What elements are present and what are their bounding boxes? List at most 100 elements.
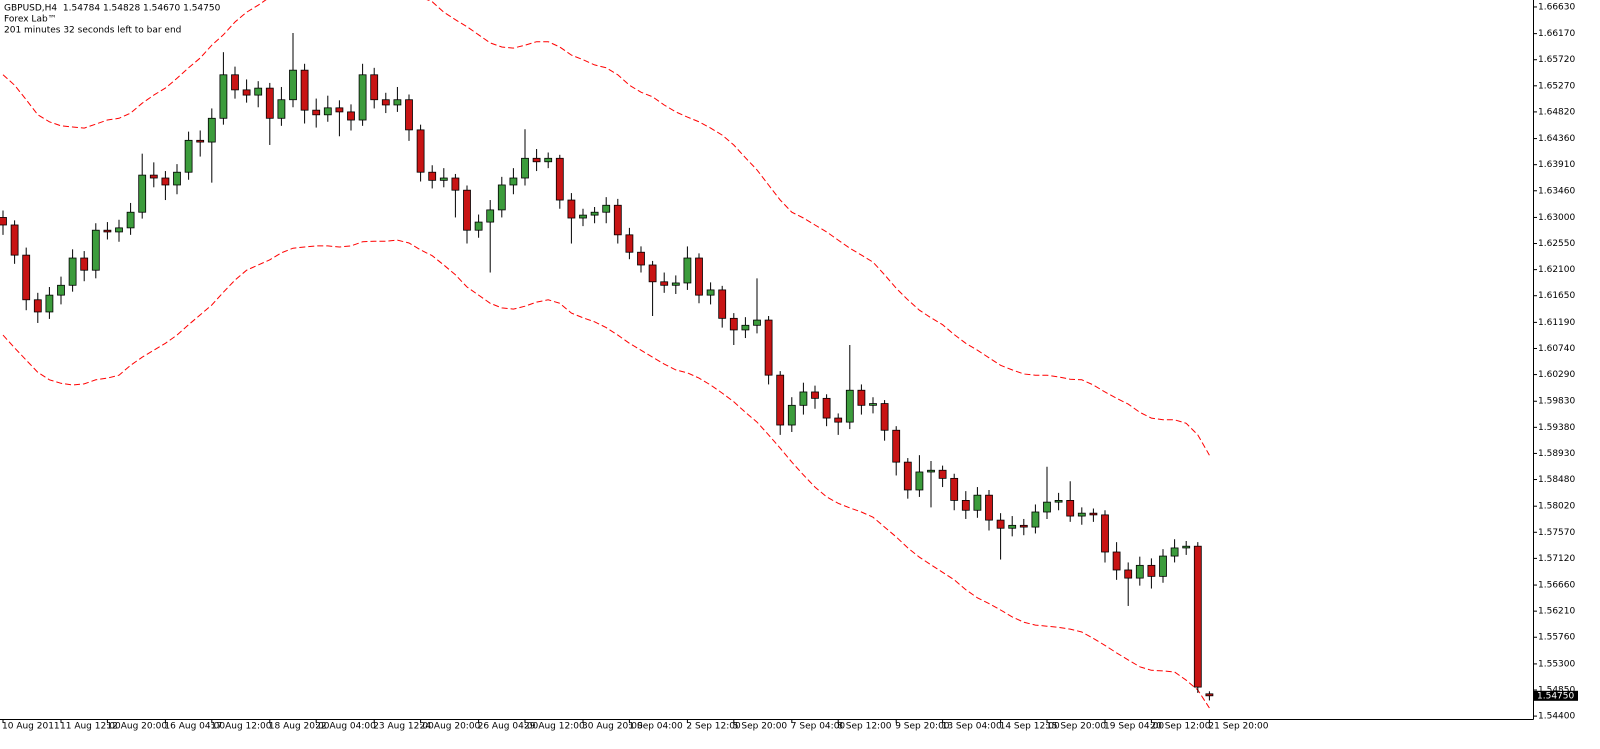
candle-body xyxy=(486,209,495,223)
candle-body xyxy=(196,139,205,143)
x-tick-label: 5 Sep 20:00 xyxy=(733,722,788,732)
y-tick-label: 1.59830 xyxy=(1538,397,1575,407)
candle-body xyxy=(103,229,112,233)
candle-body xyxy=(1147,564,1156,577)
x-tick-label: 24 Aug 20:00 xyxy=(420,722,481,732)
candle-body xyxy=(45,294,54,313)
y-tick-label: 1.57570 xyxy=(1538,528,1575,538)
candle-body xyxy=(706,289,715,296)
candle-body xyxy=(625,234,634,253)
y-tick-label: 1.56210 xyxy=(1538,607,1575,617)
candle-body xyxy=(439,177,448,181)
candle-body xyxy=(173,171,181,186)
candle-body xyxy=(207,117,216,143)
candle-body xyxy=(938,469,947,479)
y-tick-label: 1.62550 xyxy=(1538,239,1575,249)
x-tick-label: 18 Aug 20:00 xyxy=(269,722,330,732)
x-tick-label: 15 Sep 20:00 xyxy=(1046,722,1106,732)
candle-body xyxy=(637,251,645,266)
candle-body xyxy=(277,99,286,119)
candle-body xyxy=(1205,693,1214,697)
y-tick-label: 1.63460 xyxy=(1538,186,1575,196)
candle-body xyxy=(985,494,993,521)
candle-body xyxy=(811,391,819,399)
y-tick-label: 1.61190 xyxy=(1538,318,1575,328)
y-tick-label: 1.60740 xyxy=(1538,344,1575,354)
y-tick-label: 1.55300 xyxy=(1538,659,1575,669)
x-tick-label: 26 Aug 04:00 xyxy=(478,722,539,732)
candle-body xyxy=(799,391,808,406)
y-tick-label: 1.64820 xyxy=(1538,107,1575,117)
candle-body xyxy=(370,74,379,101)
y-tick-label: 1.54400 xyxy=(1538,712,1575,722)
y-tick-label: 1.54850 xyxy=(1538,686,1575,696)
candle-body xyxy=(126,211,135,229)
candle-body xyxy=(138,174,147,213)
candle-body xyxy=(776,374,785,426)
candle-body xyxy=(1089,512,1098,516)
candle-body xyxy=(1019,524,1028,528)
x-tick-label: 1 Sep 04:00 xyxy=(628,722,683,732)
candle-body xyxy=(265,87,274,119)
y-tick-label: 1.56660 xyxy=(1538,581,1575,591)
candle-body xyxy=(950,477,959,501)
candle-body xyxy=(184,139,193,173)
candle-body xyxy=(579,214,587,219)
y-tick-label: 1.64360 xyxy=(1538,134,1575,144)
candle-body xyxy=(544,157,553,163)
candle-body xyxy=(300,69,309,111)
x-tick-label: 23 Aug 12:00 xyxy=(373,722,434,732)
candle-body xyxy=(10,224,19,256)
candle-body xyxy=(219,74,228,119)
x-tick-label: 16 Aug 04:00 xyxy=(164,722,225,732)
candle-body xyxy=(834,417,843,423)
candle-body xyxy=(231,74,239,91)
candle-body xyxy=(532,157,541,163)
candle-body xyxy=(242,89,251,96)
candle-body xyxy=(1112,551,1121,571)
x-tick-label: 17 Aug 12:00 xyxy=(211,722,272,732)
candle-body xyxy=(718,289,727,319)
candle-body xyxy=(1077,512,1086,517)
symbol-info: GBPUSD,H4 1.54784 1.54828 1.54670 1.5475… xyxy=(4,4,221,14)
candle-body xyxy=(729,317,738,331)
candle-body xyxy=(22,254,31,301)
x-tick-label: 14 Sep 12:00 xyxy=(1000,722,1060,732)
indicator-name: Forex Lab™ xyxy=(4,15,57,25)
y-tick-label: 1.58480 xyxy=(1538,475,1575,485)
y-tick-label: 1.58930 xyxy=(1538,449,1575,459)
candle-body xyxy=(381,99,390,106)
candle-body xyxy=(161,177,170,186)
candle-body xyxy=(903,461,912,491)
x-tick-label: 8 Sep 12:00 xyxy=(837,722,892,732)
candle-body xyxy=(428,171,437,181)
candle-body xyxy=(312,109,321,116)
candle-body xyxy=(822,397,831,419)
candle-body xyxy=(590,211,599,216)
candle-body xyxy=(880,403,889,431)
x-tick-label: 13 Sep 04:00 xyxy=(942,722,1002,732)
y-tick-label: 1.55760 xyxy=(1538,633,1575,643)
candle-body xyxy=(961,500,970,511)
y-tick-label: 1.65270 xyxy=(1538,81,1575,91)
candle-body xyxy=(451,177,460,191)
candle-body xyxy=(1066,500,1075,517)
candle-body xyxy=(845,389,854,423)
candle-body xyxy=(149,174,158,179)
candle-body xyxy=(115,227,123,233)
candle-body xyxy=(347,111,355,121)
candle-body xyxy=(1159,555,1167,577)
x-tick-label: 12 Aug 20:00 xyxy=(106,722,167,732)
candle-body xyxy=(648,264,657,283)
candle-body xyxy=(1008,524,1017,529)
candle-body xyxy=(602,204,611,213)
candle-body xyxy=(0,217,7,226)
candle-body xyxy=(671,282,680,286)
y-tick-label: 1.57120 xyxy=(1538,554,1575,564)
y-tick-label: 1.63910 xyxy=(1538,160,1575,170)
candle-body xyxy=(33,299,42,313)
band-line xyxy=(2,239,1210,709)
candle-body xyxy=(1054,500,1063,503)
